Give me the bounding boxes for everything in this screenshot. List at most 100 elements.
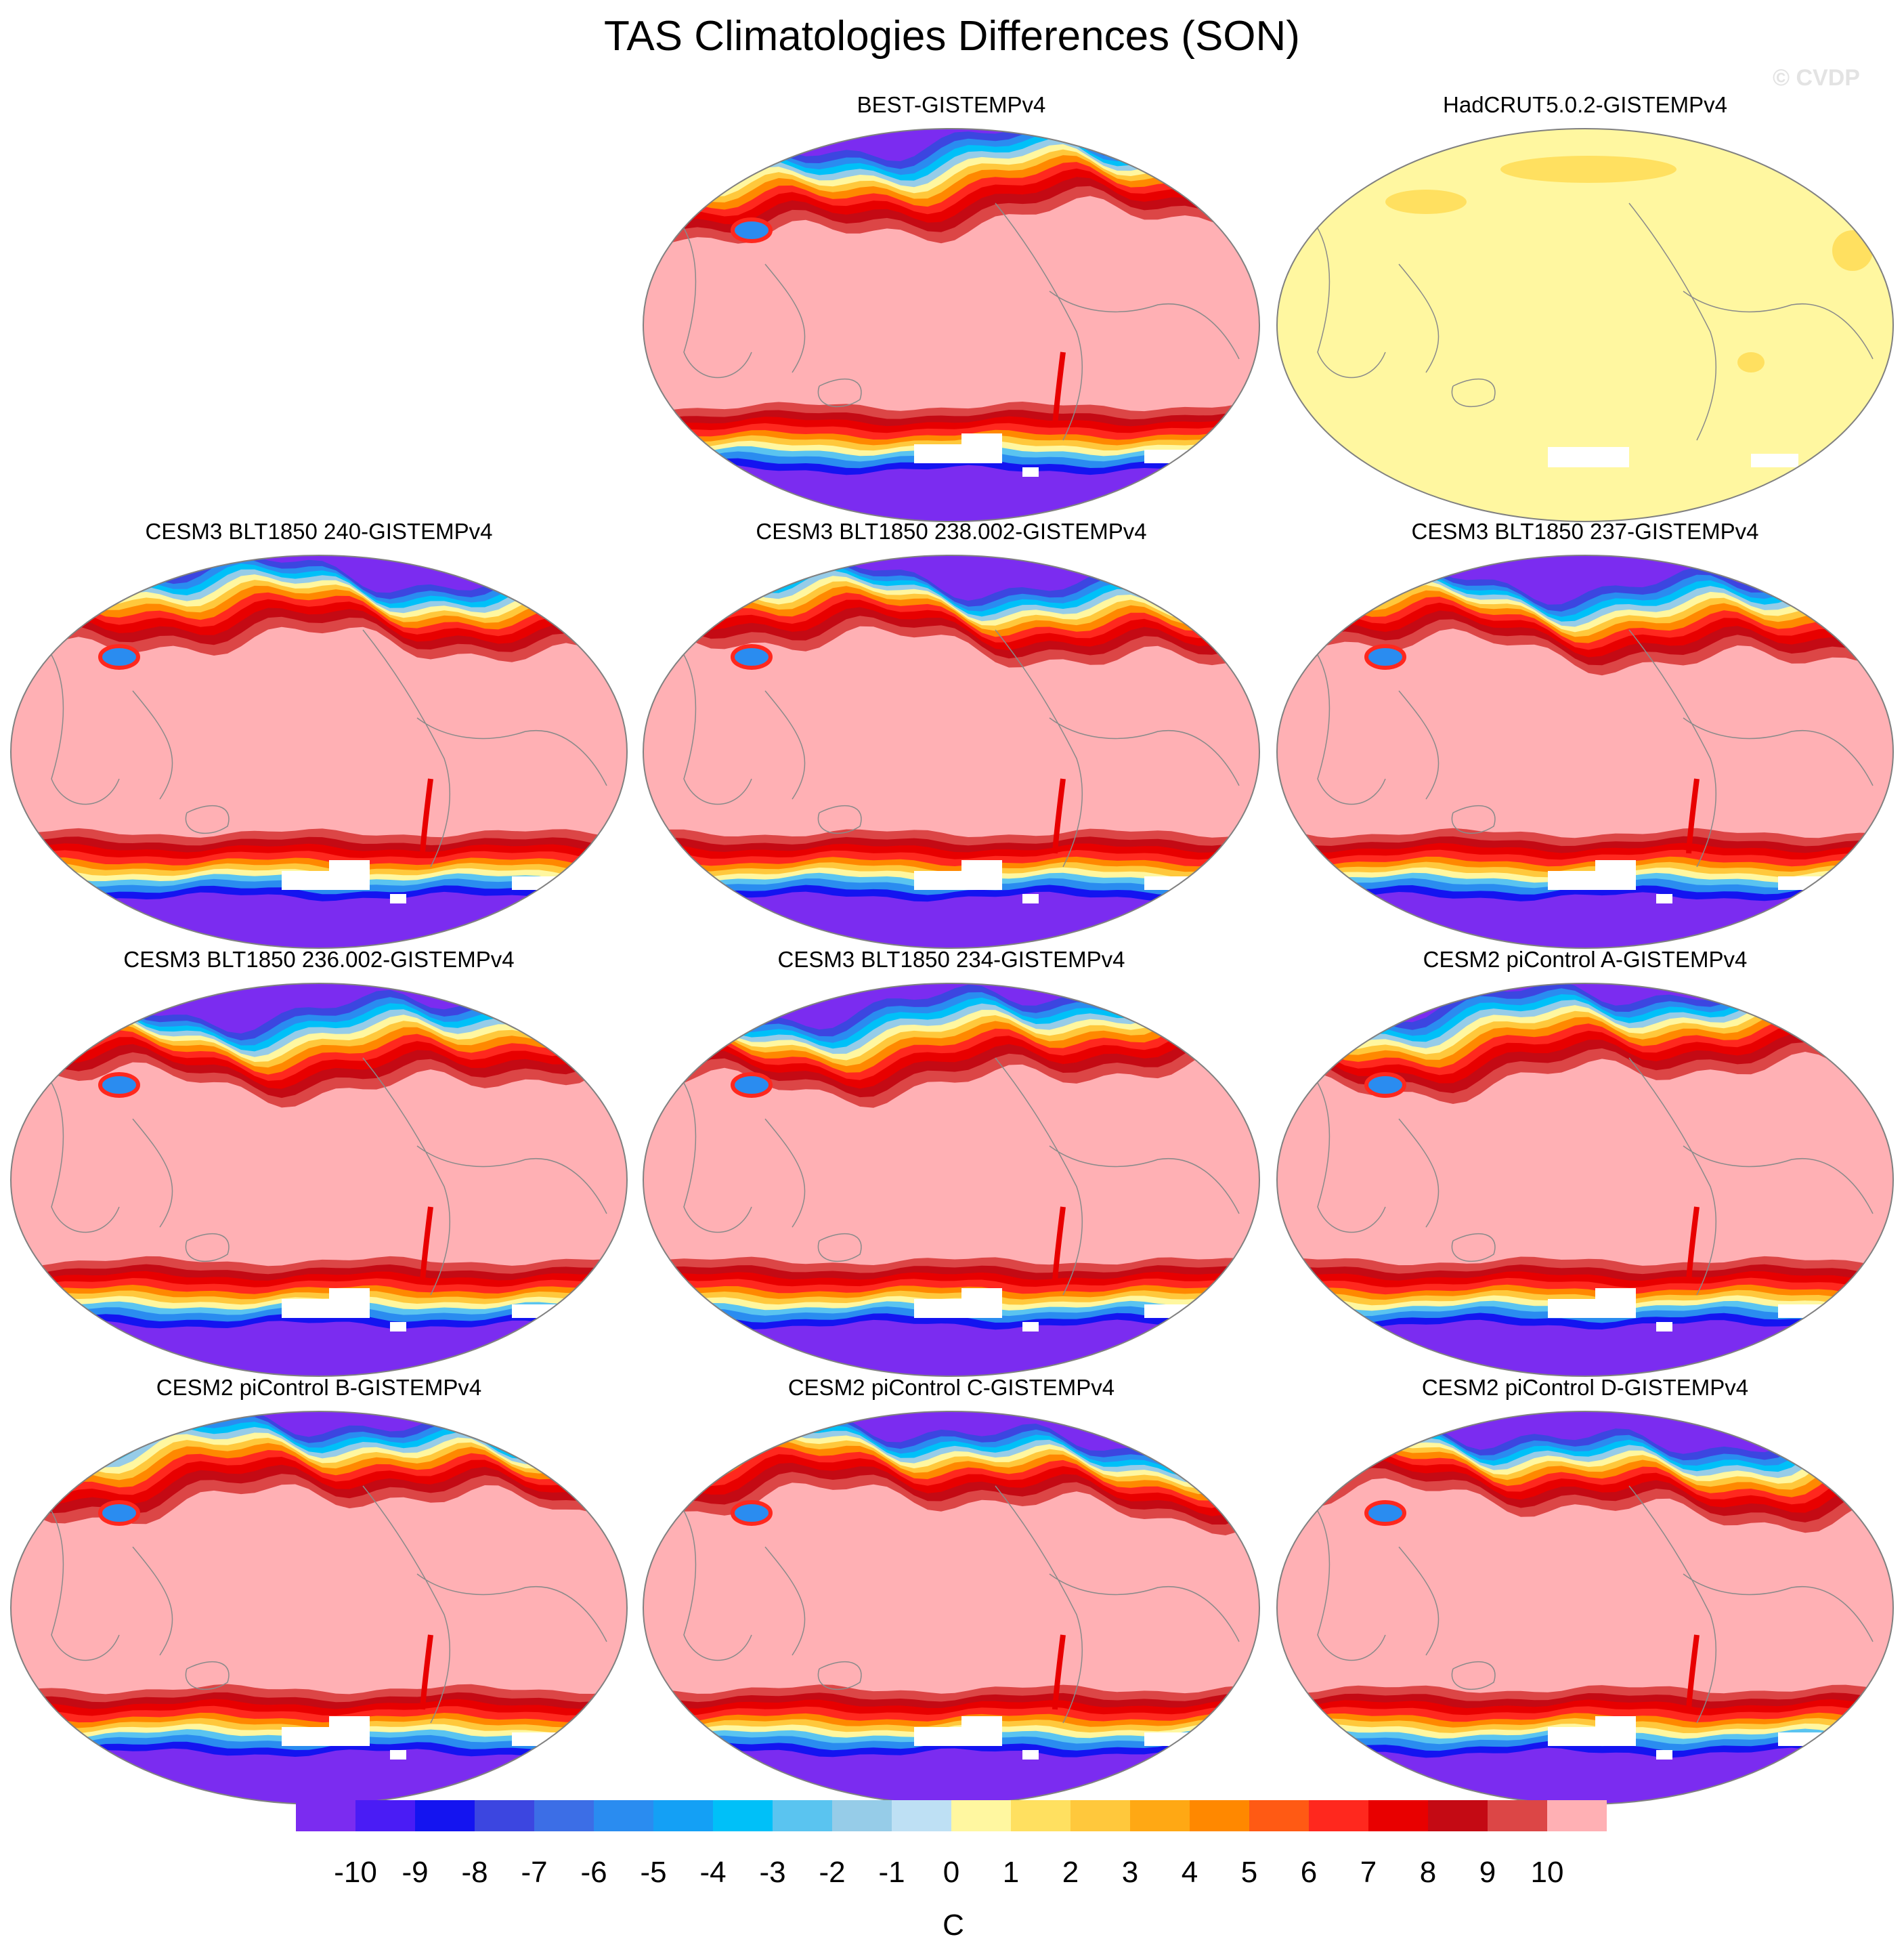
contour-band	[98, 644, 140, 670]
colorbar-swatch	[1011, 1800, 1070, 1831]
missing-data-mask	[329, 1288, 370, 1303]
panel-title: CESM3 BLT1850 236.002-GISTEMPv4	[123, 947, 515, 972]
map-outline	[9, 555, 628, 949]
coastline	[185, 1233, 230, 1262]
coastline	[764, 1118, 806, 1228]
coastline	[670, 209, 752, 379]
watermark: © CVDP	[1773, 65, 1860, 91]
contour-band	[1686, 1206, 1700, 1282]
colorbar-swatch	[1130, 1800, 1190, 1831]
coastline	[1049, 717, 1240, 786]
colorbar-tick-label: 0	[943, 1856, 960, 1889]
colorbar-swatch	[713, 1800, 773, 1831]
colorbar-units: C	[943, 1909, 964, 1942]
colorbar-tick-label: -9	[402, 1856, 429, 1889]
contour-band	[420, 778, 433, 854]
contour-band	[1500, 156, 1676, 183]
contour-band	[1277, 892, 1893, 948]
missing-data-mask	[512, 876, 573, 890]
coastline	[1451, 805, 1496, 834]
missing-data-mask	[1656, 894, 1672, 903]
coastline	[416, 717, 607, 786]
map-panel	[9, 983, 628, 1377]
missing-data-mask	[1022, 1750, 1039, 1760]
coastline	[764, 1546, 806, 1656]
coastline	[416, 1145, 607, 1214]
missing-data-mask	[1778, 876, 1839, 890]
coastline	[1398, 1118, 1440, 1228]
panel-title: CESM2 piControl B-GISTEMPv4	[156, 1375, 482, 1400]
colorbar-swatch	[1190, 1800, 1249, 1831]
coastline	[132, 1546, 173, 1656]
coastline	[1628, 629, 1717, 868]
colorbar-swatch	[355, 1800, 415, 1831]
colorbar-swatch	[653, 1800, 713, 1831]
coastline	[1398, 263, 1440, 373]
colorbar-tick-label: -3	[759, 1856, 786, 1889]
coastline	[1628, 1485, 1717, 1724]
missing-data-mask	[1778, 1732, 1839, 1746]
missing-data-mask	[1778, 1304, 1839, 1318]
missing-data-mask	[512, 1732, 573, 1746]
colorbar-tick-label: -1	[878, 1856, 905, 1889]
missing-data-mask	[390, 1750, 406, 1760]
contour-band	[1364, 1072, 1406, 1098]
contour-band	[1364, 644, 1406, 670]
coastline	[764, 690, 806, 800]
map-outline	[9, 1411, 628, 1805]
colorbar-swatch	[415, 1800, 475, 1831]
colorbar	[296, 1800, 1607, 1831]
colorbar-tick-label: -4	[699, 1856, 727, 1889]
missing-data-mask	[961, 1288, 1002, 1303]
coastline	[670, 1492, 752, 1661]
coastline	[132, 690, 173, 800]
contour-band	[11, 1320, 627, 1376]
colorbar-tick-label: -6	[580, 1856, 607, 1889]
missing-data-mask	[329, 1716, 370, 1731]
coastline	[817, 1661, 862, 1690]
contour-band	[731, 1072, 773, 1098]
colorbar-tick-label: -2	[819, 1856, 846, 1889]
chart-title: TAS Climatologies Differences (SON)	[604, 13, 1300, 60]
contour-band	[1277, 1747, 1893, 1804]
missing-data-mask	[1022, 894, 1039, 903]
coastline	[670, 1064, 752, 1233]
colorbar-swatch	[1249, 1800, 1309, 1831]
map-panel	[1276, 555, 1895, 949]
contour-band	[643, 1319, 1259, 1376]
contour-band	[1364, 1500, 1406, 1526]
colorbar-tick-label: 7	[1360, 1856, 1377, 1889]
contour-band	[1052, 351, 1066, 427]
missing-data-mask	[1656, 1750, 1672, 1760]
coastline	[1683, 1573, 1874, 1642]
map-panel	[9, 1411, 628, 1805]
colorbar-swatch	[1368, 1800, 1428, 1831]
contour-band	[1832, 230, 1873, 271]
coastline	[670, 636, 752, 805]
colorbar-tick-label: 8	[1419, 1856, 1437, 1889]
map-panel	[642, 555, 1261, 949]
colorbar-swatch	[296, 1800, 355, 1831]
coastline	[185, 1661, 230, 1690]
panel-title: HadCRUT5.0.2-GISTEMPv4	[1443, 92, 1727, 117]
coastline	[1303, 1064, 1386, 1233]
coastline	[37, 1064, 120, 1233]
colorbar-swatch	[1070, 1800, 1130, 1831]
coastline	[817, 1233, 862, 1262]
coastline	[362, 629, 451, 868]
missing-data-mask	[1022, 467, 1039, 477]
colorbar-swatch	[475, 1800, 534, 1831]
contour-band	[643, 1748, 1259, 1804]
missing-data-mask	[1144, 1304, 1205, 1318]
map-outline	[1276, 128, 1895, 522]
coastline	[764, 263, 806, 373]
colorbar-tick-label: 2	[1062, 1856, 1079, 1889]
missing-data-mask	[1144, 1732, 1205, 1746]
map-panel	[1276, 128, 1895, 522]
colorbar-swatch	[773, 1800, 832, 1831]
missing-data-mask	[1022, 1322, 1039, 1331]
contour-band	[731, 217, 773, 243]
panel-title: CESM3 BLT1850 234-GISTEMPv4	[777, 947, 1125, 972]
contour-band	[731, 1500, 773, 1526]
coastline	[416, 1573, 607, 1642]
